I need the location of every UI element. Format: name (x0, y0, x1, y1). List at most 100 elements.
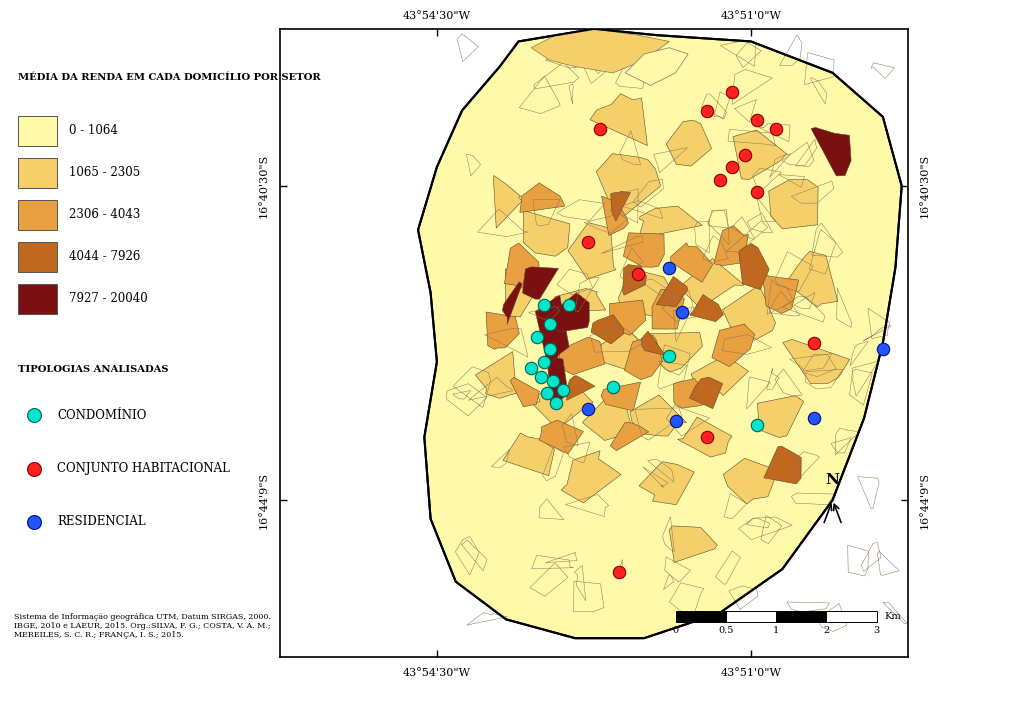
Bar (826, 611, 877, 622)
Polygon shape (625, 335, 663, 380)
Text: 16°40'30"S: 16°40'30"S (920, 154, 930, 218)
Point (560, 300, 577, 311)
Text: Km: Km (884, 612, 901, 622)
Bar (18, 284, 57, 314)
Point (662, 349, 678, 361)
Point (749, 186, 765, 198)
Polygon shape (652, 289, 684, 329)
Point (536, 356, 552, 367)
Text: RESIDENCIAL: RESIDENCIAL (57, 516, 145, 529)
Text: 1065 - 2305: 1065 - 2305 (69, 166, 140, 179)
Point (749, 114, 765, 126)
Point (26, 516, 42, 528)
Polygon shape (674, 378, 711, 408)
Text: 43°54'30"W: 43°54'30"W (402, 12, 471, 22)
Point (545, 375, 561, 386)
Bar (18, 157, 57, 188)
Polygon shape (610, 191, 631, 221)
Polygon shape (532, 384, 593, 430)
Polygon shape (671, 243, 713, 282)
Polygon shape (754, 396, 804, 438)
Polygon shape (782, 339, 850, 383)
Polygon shape (505, 269, 544, 317)
Polygon shape (623, 264, 646, 295)
Polygon shape (763, 275, 799, 313)
Polygon shape (590, 94, 647, 146)
Polygon shape (596, 154, 660, 222)
Point (592, 123, 608, 135)
Point (768, 123, 784, 135)
Point (529, 331, 546, 342)
Polygon shape (630, 395, 686, 436)
Text: MÉDIA DA RENDA EM CADA DOMICÍLIO POR SETOR: MÉDIA DA RENDA EM CADA DOMICÍLIO POR SET… (18, 73, 321, 82)
Point (26, 409, 42, 421)
Polygon shape (811, 128, 851, 176)
Point (712, 174, 728, 186)
Text: 0 - 1064: 0 - 1064 (69, 124, 118, 137)
Polygon shape (626, 48, 688, 85)
Point (674, 305, 690, 317)
Text: 1: 1 (773, 626, 779, 635)
Point (539, 388, 555, 399)
Polygon shape (536, 296, 569, 364)
Text: 16°40'30"S: 16°40'30"S (258, 154, 268, 218)
Polygon shape (656, 277, 688, 307)
Point (662, 262, 678, 274)
Text: 43°54'30"W: 43°54'30"W (402, 669, 471, 679)
Point (26, 463, 42, 474)
Polygon shape (785, 251, 838, 307)
Point (736, 149, 753, 160)
Polygon shape (531, 29, 670, 73)
Text: CONJUNTO HABITACIONAL: CONJUNTO HABITACIONAL (57, 462, 229, 475)
Polygon shape (738, 243, 769, 290)
Polygon shape (599, 329, 653, 376)
Polygon shape (641, 331, 666, 356)
Point (874, 344, 891, 355)
Polygon shape (642, 333, 702, 372)
Polygon shape (523, 210, 570, 256)
Point (749, 419, 765, 430)
Polygon shape (601, 382, 641, 411)
Polygon shape (714, 226, 749, 266)
Text: 7927 - 20040: 7927 - 20040 (69, 292, 147, 305)
Polygon shape (667, 120, 712, 166)
Polygon shape (551, 289, 605, 312)
Polygon shape (712, 324, 755, 367)
Text: 43°51'0"W: 43°51'0"W (721, 669, 781, 679)
Point (536, 300, 552, 311)
Polygon shape (505, 243, 540, 288)
Polygon shape (618, 269, 670, 317)
Polygon shape (559, 337, 605, 375)
Polygon shape (639, 461, 694, 505)
Polygon shape (678, 417, 732, 457)
Polygon shape (418, 29, 902, 638)
Point (611, 567, 628, 578)
Polygon shape (486, 312, 519, 349)
Bar (776, 611, 826, 622)
Text: 0.5: 0.5 (718, 626, 733, 635)
Point (580, 403, 596, 414)
Bar (18, 116, 57, 146)
Polygon shape (610, 422, 649, 451)
Point (724, 161, 740, 173)
Text: 16°44'9"S: 16°44'9"S (258, 471, 268, 529)
Text: 3: 3 (873, 626, 880, 635)
Polygon shape (561, 451, 621, 503)
Polygon shape (624, 232, 665, 267)
Point (580, 237, 596, 248)
Polygon shape (583, 398, 633, 440)
Bar (726, 611, 776, 622)
Polygon shape (494, 175, 522, 228)
Polygon shape (520, 183, 565, 212)
Point (532, 372, 549, 383)
Point (542, 318, 558, 330)
Polygon shape (510, 378, 540, 406)
Polygon shape (691, 357, 749, 396)
Point (523, 362, 540, 374)
Bar (676, 611, 726, 622)
Text: 2: 2 (823, 626, 829, 635)
Point (554, 384, 570, 396)
Text: 2306 - 4043: 2306 - 4043 (69, 209, 140, 222)
Polygon shape (764, 446, 801, 484)
Polygon shape (548, 357, 568, 404)
